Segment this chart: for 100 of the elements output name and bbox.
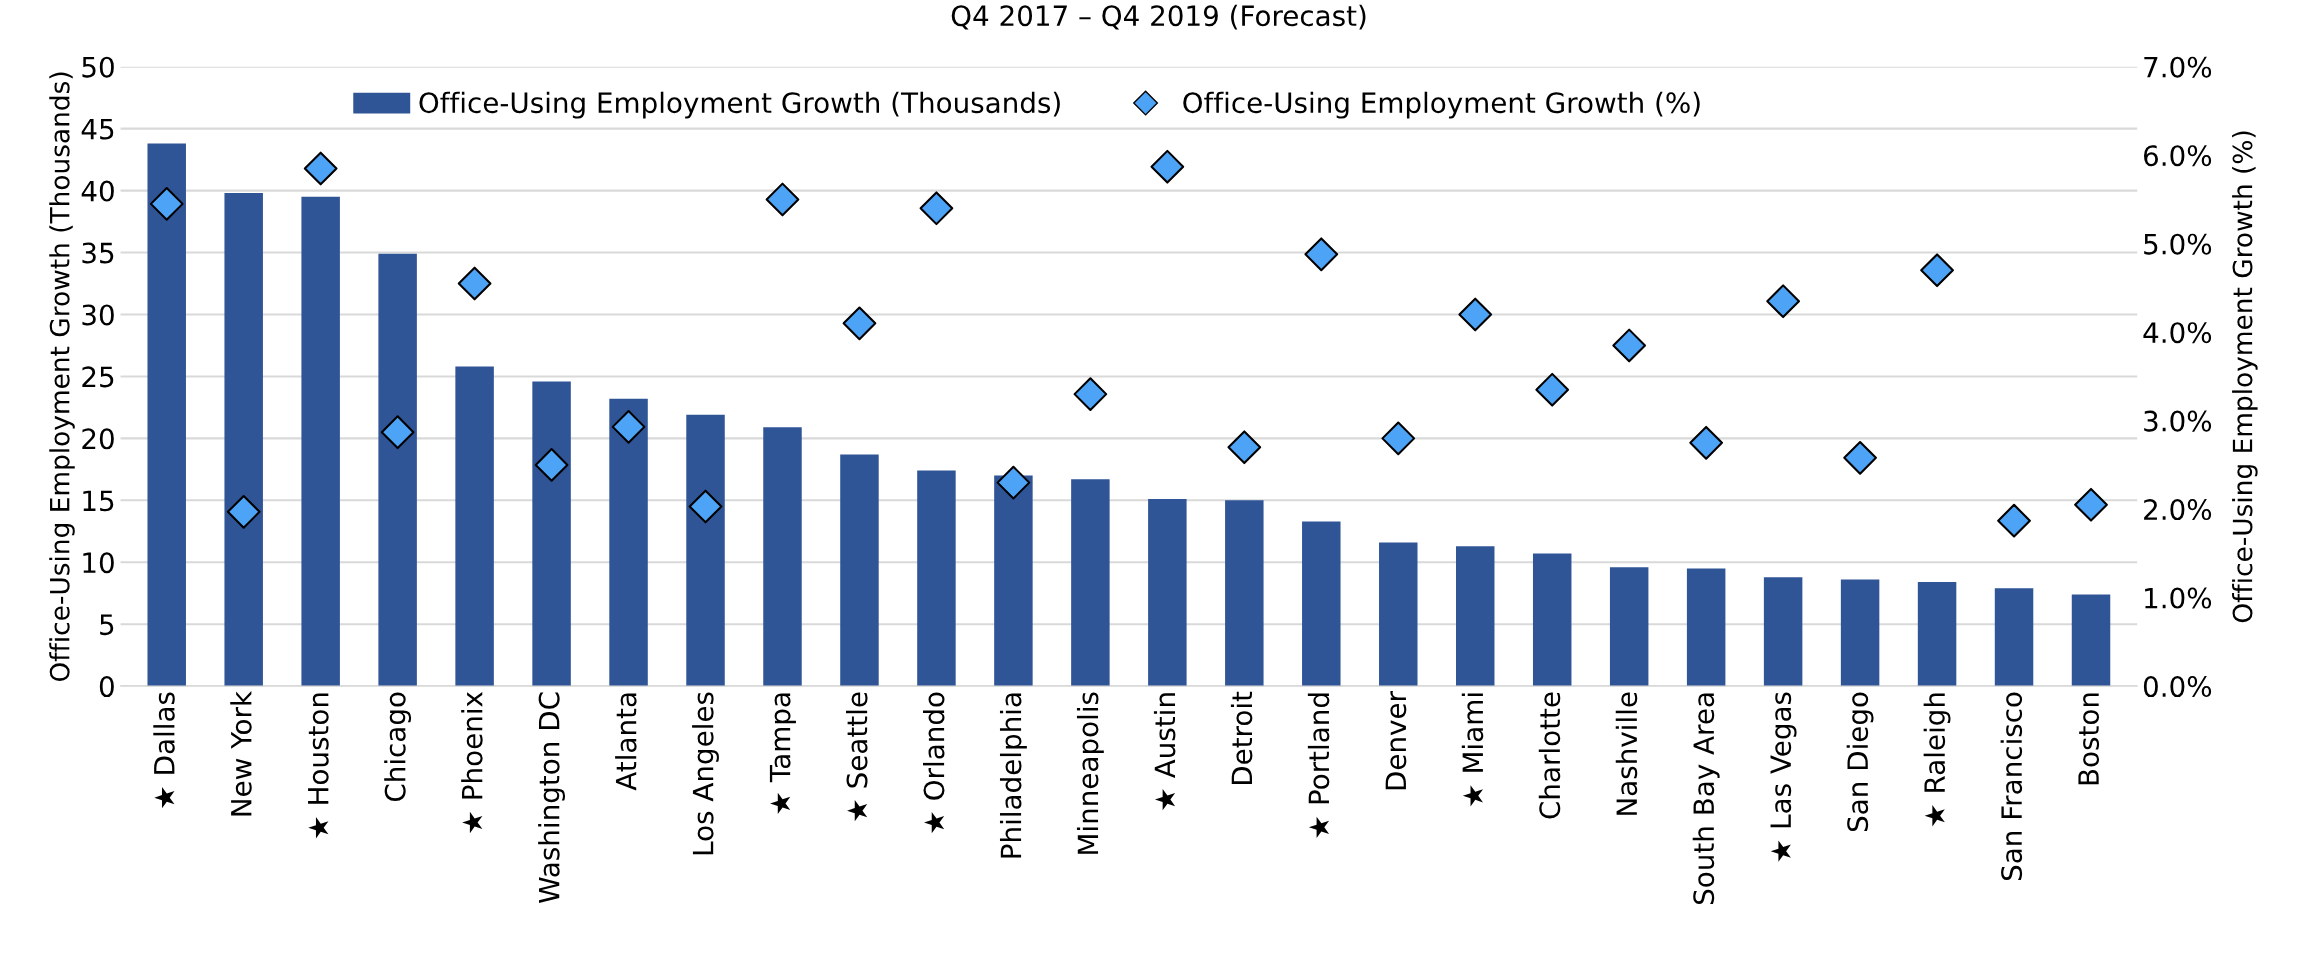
bar	[840, 454, 879, 687]
bar	[1609, 567, 1649, 687]
y2-tick-label: 5.0%	[2144, 233, 2212, 255]
x-tick-label: ★ Miami	[1461, 693, 1484, 807]
x-tick-label: ★ Portland	[1307, 693, 1330, 838]
y-axis-title: Office-Using Employment Growth (Thousands)	[49, 72, 75, 682]
y-tick-label: 35	[82, 242, 114, 264]
y2-tick-label: 6.0%	[2144, 145, 2212, 167]
point	[1458, 297, 1493, 332]
x-tick-label: Atlanta	[615, 693, 637, 791]
bar	[917, 470, 956, 687]
x-tick-label: ★ Seattle	[846, 692, 868, 822]
point	[1304, 237, 1339, 272]
x-tick-label: ★ Las Vegas	[1770, 692, 1797, 862]
y-tick-label: 15	[83, 490, 114, 512]
x-tick-label: Charlotte	[1538, 692, 1561, 819]
x-tick-label: San Diego	[1846, 692, 1874, 832]
x-tick-label: Chicago	[384, 692, 412, 802]
x-tick-label: ★ Tampa	[769, 693, 796, 815]
point	[1227, 430, 1262, 465]
bar	[1456, 546, 1495, 687]
point	[1150, 149, 1185, 184]
bar	[1840, 579, 1880, 687]
y-tick-label: 25	[82, 366, 114, 388]
chart-title: Q4 2017 – Q4 2019 (Forecast)	[951, 4, 1366, 30]
y-tick-label: 0	[99, 676, 114, 698]
y2-tick-label: 7.0%	[2144, 56, 2212, 78]
y-tick-label: 45	[81, 118, 114, 140]
x-tick-label: Minneapolis	[1076, 692, 1104, 854]
x-tick-label: ★ Austin	[1153, 693, 1176, 811]
x-tick-label: Detroit	[1230, 691, 1253, 785]
bar	[1532, 553, 1572, 687]
x-tick-label: ★ Houston	[308, 693, 329, 839]
bar	[1071, 479, 1110, 687]
point	[919, 191, 954, 226]
bar	[1225, 500, 1264, 687]
bar	[1994, 588, 2034, 687]
bar	[147, 143, 186, 687]
bar	[455, 366, 494, 687]
y2-tick-label: 1.0%	[2145, 587, 2212, 609]
y2-tick-label: 0.0%	[2143, 676, 2212, 698]
legend-label: Office-Using Employment Growth (%)	[1183, 91, 1700, 119]
y-tick-label: 20	[82, 428, 114, 450]
point	[534, 448, 569, 482]
point	[1381, 421, 1416, 456]
bar	[301, 196, 340, 687]
bar	[686, 414, 725, 687]
point	[149, 187, 184, 221]
x-tick-label: Nashville	[1615, 692, 1638, 815]
point	[1689, 425, 1724, 460]
bar	[224, 193, 263, 687]
point	[1766, 284, 1800, 319]
x-tick-label: San Francisco	[2000, 692, 2023, 881]
bar	[378, 253, 417, 687]
x-tick-label: ★ Raleigh	[1923, 693, 1951, 827]
point	[1535, 372, 1570, 407]
bar	[763, 427, 802, 687]
x-tick-label: Philadelphia	[999, 693, 1027, 858]
legend-label: Office-Using Employment Growth (Thousands)	[419, 91, 1060, 119]
bar	[1763, 577, 1803, 687]
y2-tick-label: 3.0%	[2144, 410, 2212, 432]
point	[2074, 487, 2108, 522]
y2-tick-label: 4.0%	[2143, 322, 2212, 344]
point	[457, 266, 492, 301]
bar	[532, 381, 571, 687]
point	[380, 415, 415, 450]
point	[1612, 328, 1647, 363]
x-tick-label: ★ Dallas	[153, 692, 175, 809]
bar	[1379, 542, 1418, 687]
bar	[1302, 521, 1341, 687]
y2-axis-title: Office-Using Employment Growth (%)	[2232, 131, 2258, 623]
y-tick-label: 10	[83, 552, 114, 574]
x-tick-label: New York	[230, 691, 252, 816]
y-tick-label: 40	[81, 180, 114, 202]
x-tick-label: Denver	[1385, 691, 1407, 790]
point	[611, 410, 646, 444]
bar	[994, 475, 1033, 687]
x-tick-label: Washington DC	[538, 692, 566, 903]
y-tick-label: 5	[100, 614, 114, 636]
x-tick-label: Los Angeles	[692, 692, 719, 855]
bar	[1148, 499, 1187, 687]
bar	[609, 398, 648, 687]
point	[1843, 440, 1877, 475]
point	[226, 494, 261, 529]
y2-tick-label: 2.0%	[2144, 499, 2212, 521]
point	[688, 489, 723, 524]
point	[996, 465, 1031, 500]
y-tick-label: 30	[82, 304, 114, 326]
bar	[2071, 594, 2111, 687]
x-tick-label: ★ Phoenix	[461, 691, 483, 834]
point	[1073, 377, 1108, 412]
bar	[1917, 582, 1957, 687]
y-tick-label: 50	[82, 56, 114, 78]
point	[842, 306, 877, 341]
point	[303, 151, 338, 186]
x-tick-label: Boston	[2078, 693, 2100, 785]
bar	[1686, 568, 1726, 687]
point	[1997, 503, 2031, 538]
x-tick-label: South Bay Area	[1692, 693, 1720, 905]
point	[1920, 253, 1954, 288]
